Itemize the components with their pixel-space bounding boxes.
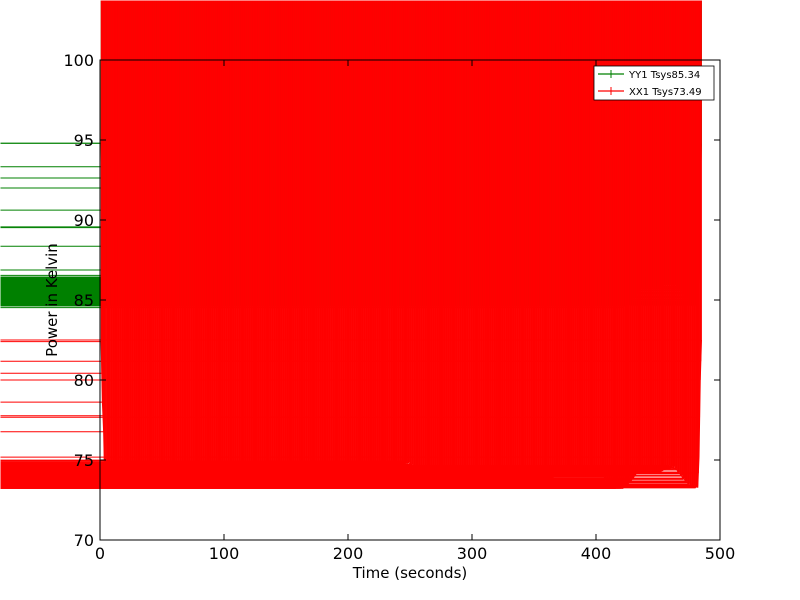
data-point [0,0,681,475]
data-point [0,0,700,458]
y-tick-label: 90 [74,211,94,230]
data-point [0,0,702,341]
legend-marker [607,70,615,78]
data-point [0,0,116,480]
x-axis-label: Time (seconds) [352,564,468,582]
x-tick-label: 100 [209,544,240,563]
data-point [0,0,112,484]
data-point [0,0,110,487]
legend-item-0: YY1 Tsys85.34 [598,70,700,81]
data-point [0,0,109,486]
legend-items: YY1 Tsys85.34 XX1 Tsys73.49 [598,70,702,98]
data-point [0,0,114,483]
y-tick-label: 70 [74,531,94,550]
data-point [0,0,411,463]
data-point [0,0,409,462]
series-layer [0,0,702,489]
x-axis: 0 100 200 300 400 500 [95,60,735,563]
legend: YY1 Tsys85.34 XX1 Tsys73.49 [593,65,715,101]
data-point [0,0,115,481]
series-1 [0,0,702,489]
data-point [0,0,682,477]
x-tick-label: 400 [581,544,612,563]
legend-marker [607,87,615,95]
legend-label: XX1 Tsys73.49 [629,87,702,98]
data-point [0,0,104,228]
x-tick-label: 0 [95,544,105,563]
data-point [0,0,673,467]
data-point [0,0,112,485]
y-axis-label: Power in Kelvin [43,243,61,357]
x-tick-label: 200 [333,544,364,563]
data-point [0,0,116,481]
plot-area [0,0,721,541]
data-point [0,0,701,381]
data-point [0,0,114,483]
data-point [0,0,102,144]
y-tick-label: 95 [74,131,94,150]
x-tick-label: 500 [705,544,736,563]
data-point [0,0,102,343]
data-point [0,0,413,466]
data-point [0,0,688,482]
data-point [0,0,686,480]
data-point [0,0,675,468]
legend-item-1: XX1 Tsys73.49 [598,87,702,98]
data-point [0,0,698,487]
data-point [0,0,117,481]
y-axis: 70 75 80 85 90 95 100 [63,51,720,550]
data-point [0,0,103,179]
data-point [0,0,685,479]
data-point [0,0,105,247]
y-tick-label: 85 [74,291,94,310]
data-point [0,0,702,362]
data-point [0,0,678,471]
x-tick-label: 300 [457,544,488,563]
y-tick-label: 100 [63,51,94,70]
legend-label: YY1 Tsys85.34 [628,70,700,81]
data-point [0,0,104,417]
y-tick-label: 80 [74,371,94,390]
data-point [0,0,113,482]
legend-box [593,65,715,101]
data-point [0,0,678,470]
y-tick-label: 75 [74,451,94,470]
data-point [0,0,410,464]
data-point [0,0,111,484]
data-point [0,0,689,483]
data-point [0,0,118,478]
data-point [0,0,105,433]
data-point [0,0,701,418]
data-point [0,0,687,483]
data-point [0,0,103,211]
data-point [0,0,109,485]
series-markers [0,0,702,489]
data-point [0,0,691,485]
data-point [0,0,409,464]
data-point [0,0,676,468]
data-point [0,0,680,473]
data-point [0,0,699,474]
data-point [0,0,699,488]
